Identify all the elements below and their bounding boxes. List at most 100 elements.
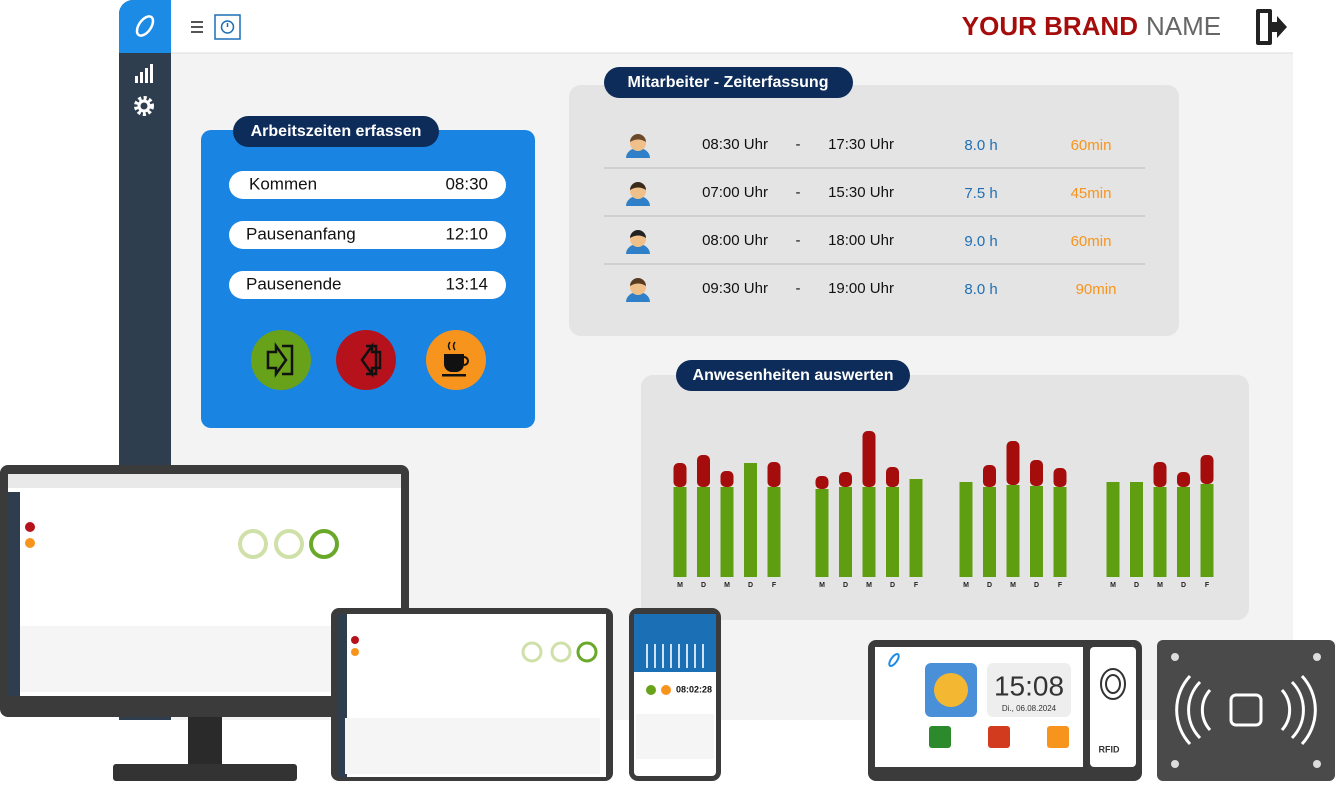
- x-tick-label: M: [1110, 582, 1116, 589]
- avatar-hair: [630, 278, 646, 286]
- terminal-date: Di., 06.08.2024: [1002, 704, 1057, 713]
- bar-segment: [1006, 441, 1020, 485]
- start-time: 09:30 Uhr: [702, 280, 768, 297]
- bar-segment: [886, 487, 899, 577]
- bar-segment: [673, 487, 687, 577]
- logo: [135, 15, 155, 37]
- pause: 45min: [1071, 185, 1112, 202]
- bar-segment: [959, 482, 973, 577]
- logo-box[interactable]: [119, 0, 171, 53]
- time-row: [229, 171, 506, 199]
- x-tick-label: M: [819, 582, 825, 589]
- bar-segment: [1200, 484, 1214, 577]
- time-entry-title: Arbeitszeiten erfassen: [251, 123, 422, 140]
- clock-out-button[interactable]: [336, 330, 396, 390]
- employee-title-pill: [604, 67, 853, 98]
- bar-segment: [839, 472, 852, 487]
- terminal-time: 15:08: [994, 670, 1064, 701]
- pause: 90min: [1076, 281, 1117, 298]
- settings-icon[interactable]: [134, 96, 154, 116]
- avatar-body: [626, 244, 650, 254]
- rfid-reader: [1157, 640, 1335, 781]
- time-row: [229, 221, 506, 249]
- bar-segment: [697, 455, 710, 487]
- bar-segment: [1153, 487, 1167, 577]
- avatar-hair: [630, 230, 646, 238]
- brand-bold: YOUR BRAND: [962, 11, 1138, 41]
- x-tick-label: F: [772, 582, 777, 589]
- x-tick-label: D: [1181, 582, 1186, 589]
- avatar: [626, 134, 650, 158]
- clock-in-button[interactable]: [251, 330, 311, 390]
- bar-segment: [767, 462, 781, 487]
- x-tick-label: D: [1034, 582, 1039, 589]
- attendance-title-pill: [676, 360, 910, 391]
- x-tick-label: F: [1205, 582, 1210, 589]
- avatar-hair: [630, 182, 646, 190]
- separator: -: [796, 280, 801, 297]
- attendance-panel: [641, 375, 1249, 620]
- bar-segment: [886, 467, 899, 487]
- x-tick-label: M: [866, 582, 872, 589]
- top-bar: [171, 0, 1293, 53]
- x-tick-label: M: [677, 582, 683, 589]
- bar-segment: [697, 487, 710, 577]
- bar-segment: [720, 487, 734, 577]
- x-tick-label: M: [1010, 582, 1016, 589]
- pause: 60min: [1071, 137, 1112, 154]
- bar-segment: [1130, 482, 1143, 577]
- start-time: 07:00 Uhr: [702, 184, 768, 201]
- terminal: [868, 640, 1142, 781]
- chart-title: Anwesenheiten auswerten: [693, 367, 894, 384]
- stats-icon[interactable]: [135, 64, 153, 83]
- end-time: 17:30 Uhr: [828, 136, 894, 153]
- time-row-label: Kommen: [249, 174, 317, 193]
- avatar-body: [626, 196, 650, 206]
- time-row-label: Pausenanfang: [246, 224, 356, 243]
- x-tick-label: M: [724, 582, 730, 589]
- x-tick-label: D: [987, 582, 992, 589]
- bar-segment: [1200, 455, 1214, 484]
- avatar-body: [626, 148, 650, 158]
- employee-panel: [569, 85, 1179, 336]
- x-tick-label: M: [1157, 582, 1163, 589]
- hours: 8.0 h: [964, 281, 997, 298]
- separator: -: [796, 232, 801, 249]
- separator: -: [796, 184, 801, 201]
- time-row-time: 12:10: [445, 224, 488, 243]
- bar-segment: [862, 431, 876, 487]
- x-tick-label: D: [748, 582, 753, 589]
- bar-segment: [839, 487, 852, 577]
- bar-segment: [983, 465, 996, 487]
- x-tick-label: F: [914, 582, 919, 589]
- pause: 60min: [1071, 233, 1112, 250]
- rfid-label: RFID: [1099, 744, 1120, 754]
- bar-segment: [744, 463, 757, 577]
- clock-button[interactable]: [214, 14, 241, 40]
- time-row-label: Pausenende: [246, 274, 341, 293]
- avatar: [626, 182, 650, 206]
- bar-segment: [1053, 468, 1067, 487]
- menu-icon[interactable]: [191, 21, 203, 33]
- bar-segment: [815, 489, 829, 577]
- avatar: [626, 278, 650, 302]
- bar-segment: [815, 476, 829, 489]
- start-time: 08:00 Uhr: [702, 232, 768, 249]
- logout-icon[interactable]: [1256, 9, 1287, 45]
- time-row: [229, 271, 506, 299]
- bar-segment: [720, 471, 734, 487]
- avatar-body: [626, 292, 650, 302]
- x-tick-label: D: [1134, 582, 1139, 589]
- break-button[interactable]: [426, 330, 486, 390]
- tablet: [331, 608, 613, 781]
- time-row-time: 08:30: [445, 174, 488, 193]
- x-tick-label: F: [1058, 582, 1063, 589]
- x-tick-label: D: [701, 582, 706, 589]
- end-time: 18:00 Uhr: [828, 232, 894, 249]
- hours: 9.0 h: [964, 233, 997, 250]
- x-tick-label: M: [963, 582, 969, 589]
- bar-segment: [1006, 485, 1020, 577]
- end-time: 15:30 Uhr: [828, 184, 894, 201]
- bar-segment: [909, 479, 923, 577]
